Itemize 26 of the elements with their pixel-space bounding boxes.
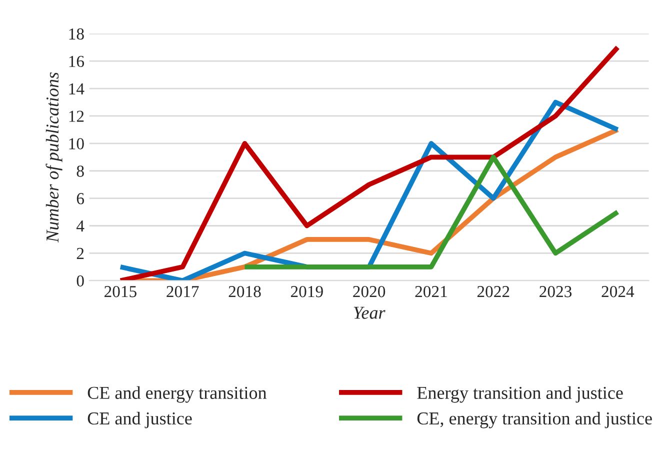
x-axis-title: Year <box>354 306 386 319</box>
x-tick-label: 2019 <box>290 286 323 298</box>
y-tick-label: 2 <box>76 248 84 259</box>
legend-label: Energy transition and justice <box>417 386 623 403</box>
y-tick-label: 6 <box>76 193 84 204</box>
x-tick-label: 2023 <box>540 286 572 298</box>
x-tick-label: 2021 <box>415 286 447 298</box>
legend-label: CE, energy transition and justice <box>417 412 652 428</box>
legend-label: CE and energy transition <box>88 386 267 403</box>
x-tick-label: 2024 <box>602 286 634 298</box>
line-series <box>118 44 620 281</box>
y-axis-title: Number of publications <box>46 72 62 243</box>
y-tick-label: 12 <box>69 110 84 122</box>
legend-label: CE and justice <box>88 412 192 428</box>
y-tick-label: 16 <box>69 56 84 68</box>
y-tick-label: 18 <box>69 28 84 40</box>
y-tick-label: 8 <box>76 166 84 177</box>
y-tick-label: 10 <box>69 138 84 150</box>
x-tick-label: 2018 <box>228 286 261 298</box>
x-tick-label: 2017 <box>166 286 199 298</box>
x-tick-label: 2022 <box>477 286 510 298</box>
y-tick-label: 14 <box>69 83 84 94</box>
x-tick-label: 2015 <box>104 286 136 298</box>
y-tick-label: 4 <box>76 220 84 232</box>
y-tick-label: 0 <box>76 275 84 287</box>
x-tick-label: 2020 <box>353 286 386 298</box>
